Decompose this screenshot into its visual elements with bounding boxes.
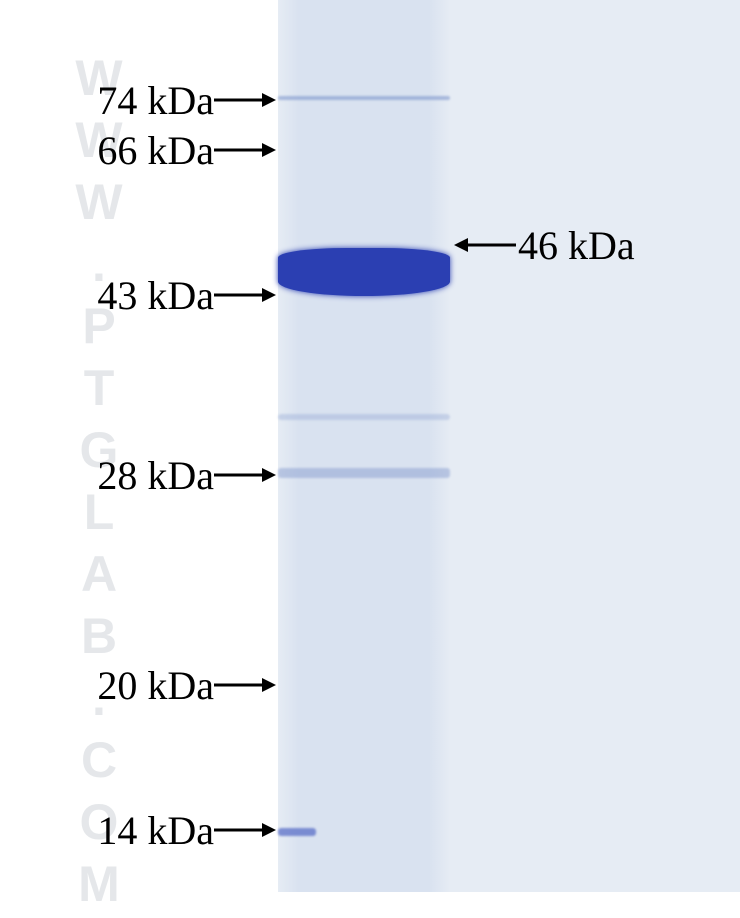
- arrow-right-icon: [214, 139, 276, 161]
- marker-label-text: 46 kDa: [518, 222, 635, 269]
- gel-band: [278, 828, 316, 836]
- marker-left: 43 kDa: [97, 271, 276, 319]
- gel-band: [278, 468, 450, 478]
- marker-label-text: 66 kDa: [97, 127, 214, 174]
- marker-left: 66 kDa: [97, 126, 276, 174]
- gel-band: [278, 248, 450, 296]
- arrow-right-icon: [214, 89, 276, 111]
- arrow-right-icon: [214, 674, 276, 696]
- marker-left: 20 kDa: [97, 661, 276, 709]
- gel-band: [278, 96, 450, 100]
- marker-right: 46 kDa: [454, 221, 635, 269]
- marker-label-text: 20 kDa: [97, 662, 214, 709]
- marker-label-text: 28 kDa: [97, 452, 214, 499]
- gel-band: [278, 414, 450, 420]
- arrow-right-icon: [214, 464, 276, 486]
- marker-label-text: 74 kDa: [97, 77, 214, 124]
- gel-lane: [278, 0, 450, 892]
- marker-label-text: 14 kDa: [97, 807, 214, 854]
- arrow-right-icon: [214, 819, 276, 841]
- arrow-left-icon: [454, 234, 516, 256]
- marker-left: 14 kDa: [97, 806, 276, 854]
- arrow-right-icon: [214, 284, 276, 306]
- marker-left: 74 kDa: [97, 76, 276, 124]
- marker-left: 28 kDa: [97, 451, 276, 499]
- marker-label-text: 43 kDa: [97, 272, 214, 319]
